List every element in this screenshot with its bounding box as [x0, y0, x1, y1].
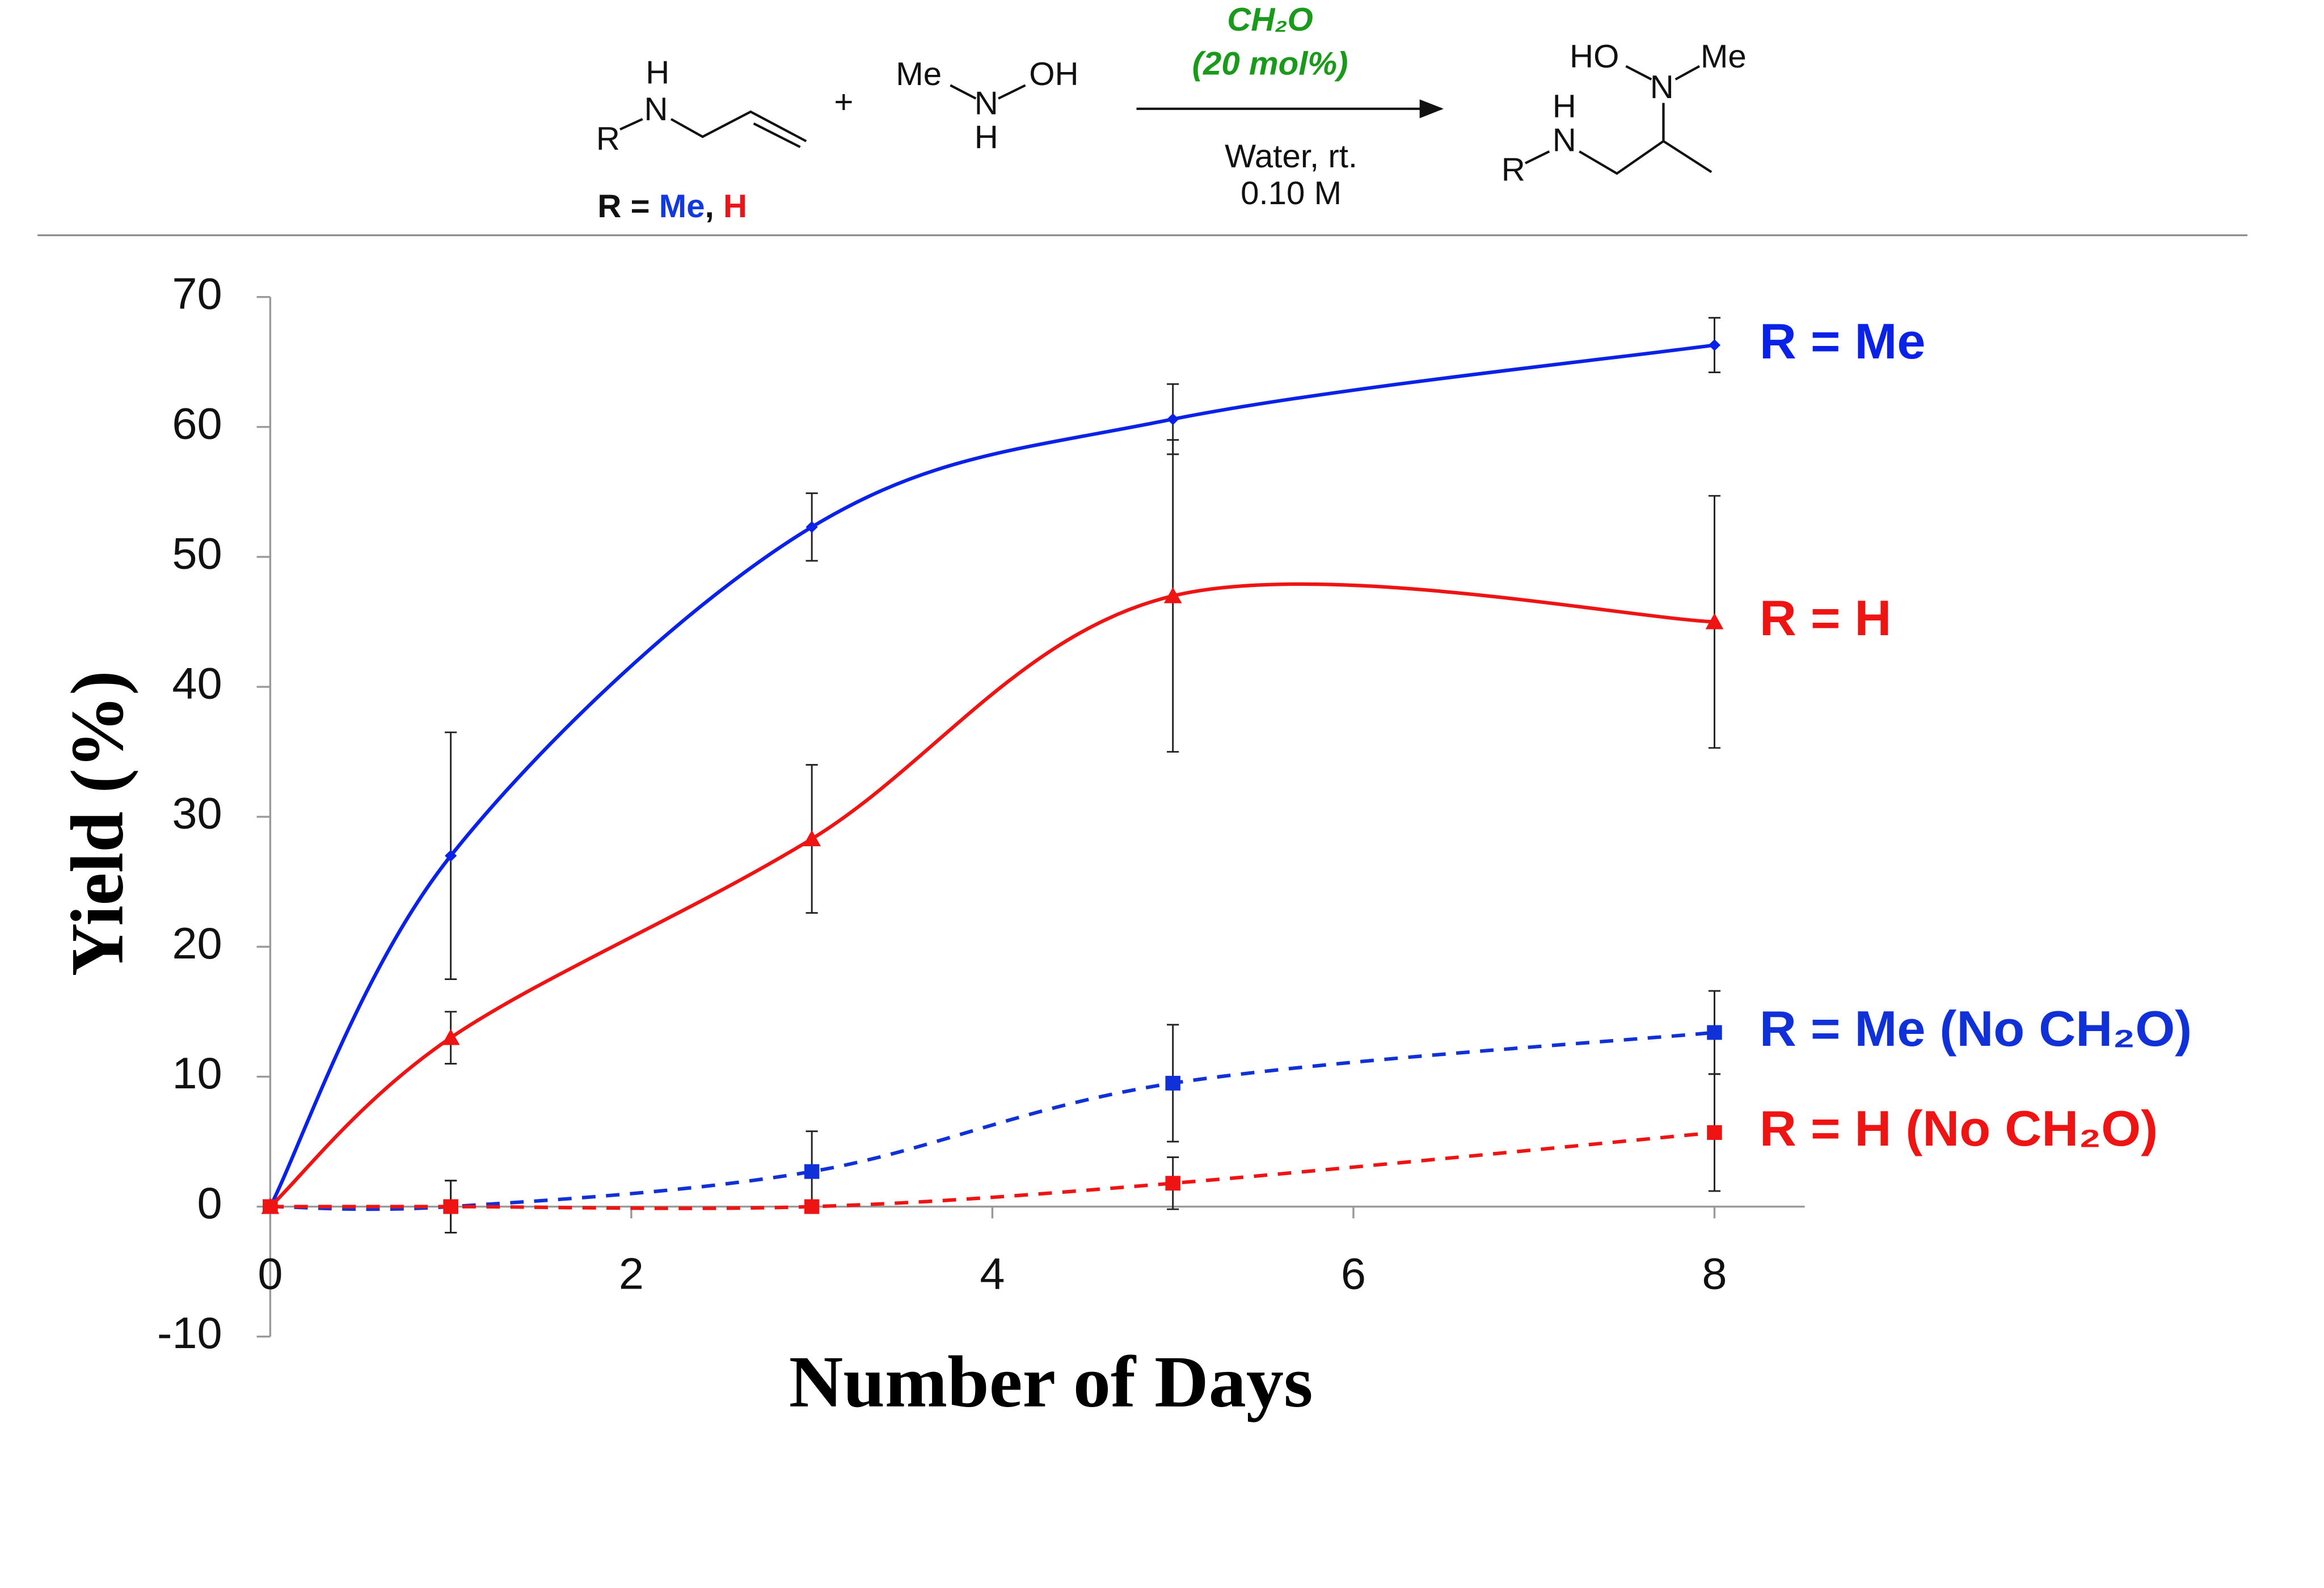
y-tick-label: 50 [172, 529, 222, 578]
catalyst: CH₂O [1227, 2, 1313, 37]
x-tick-label: 6 [1341, 1249, 1366, 1298]
marker [1707, 1025, 1722, 1040]
marker [1165, 1176, 1180, 1191]
conditions: Water, rt. [1225, 139, 1357, 175]
r-label-part: R = [597, 189, 659, 225]
scheme-atom: H [975, 120, 998, 155]
series-label: R = Me (No CH₂O) [1760, 1000, 2192, 1057]
marker [1167, 413, 1179, 425]
scheme-atom: + [834, 85, 853, 120]
marker [1705, 613, 1724, 630]
y-tick-label: 40 [172, 658, 222, 708]
series-label: R = Me [1760, 313, 1926, 369]
marker [443, 1199, 458, 1214]
y-axis-title: Yield (%) [56, 670, 138, 976]
series-line [268, 343, 1715, 1207]
r-label-part: Me [659, 189, 705, 225]
y-tick-label: -10 [157, 1308, 222, 1358]
marker [441, 1029, 460, 1045]
scheme-atom: H [646, 55, 669, 91]
scheme-atom: OH [1029, 56, 1078, 92]
marker [445, 850, 457, 862]
scheme-atom: Me [1701, 39, 1747, 74]
marker [1708, 339, 1721, 351]
scheme-atom: N [644, 92, 668, 128]
y-tick-label: 30 [172, 788, 222, 838]
marker [1165, 1075, 1180, 1091]
y-tick-label: 10 [172, 1049, 222, 1098]
scheme-atom: N [1553, 123, 1576, 158]
series-label: R = H (No CH₂O) [1760, 1100, 2158, 1156]
y-tick-label: 0 [197, 1179, 222, 1228]
r-label: R = Me, H [597, 189, 747, 225]
series-line [270, 1130, 1715, 1210]
y-tick-label: 60 [172, 399, 222, 448]
scheme-atom: R [596, 121, 620, 157]
x-tick-label: 4 [980, 1249, 1005, 1298]
y-tick-label: 70 [172, 269, 222, 318]
scheme-bonds [37, 65, 2248, 236]
scheme-atom: Me [896, 56, 942, 92]
r-label-part: H [723, 189, 747, 225]
x-tick-label: 8 [1702, 1249, 1727, 1298]
r-label-part: , [705, 189, 723, 225]
x-tick-label: 0 [258, 1249, 282, 1298]
scheme-atom: N [975, 86, 998, 121]
series-line [269, 582, 1715, 1208]
catalyst-loading: (20 mol%) [1192, 46, 1348, 82]
y-tick-label: 20 [172, 919, 222, 968]
series-line [270, 1030, 1715, 1211]
marker [1163, 587, 1182, 603]
x-axis-title: Number of Days [789, 1341, 1313, 1422]
concentration: 0.10 M [1241, 175, 1342, 211]
scheme-atom: HO [1570, 39, 1619, 74]
x-tick-label: 2 [619, 1249, 644, 1298]
marker [804, 1199, 820, 1214]
marker [1707, 1125, 1722, 1140]
marker [803, 830, 821, 847]
marker [263, 1199, 278, 1214]
scheme-atom: R [1501, 152, 1525, 188]
marker [804, 1164, 820, 1179]
scheme-atom: H [1553, 88, 1576, 124]
scheme-atom: N [1650, 70, 1674, 105]
marker [805, 521, 818, 533]
series-label: R = H [1760, 590, 1892, 646]
